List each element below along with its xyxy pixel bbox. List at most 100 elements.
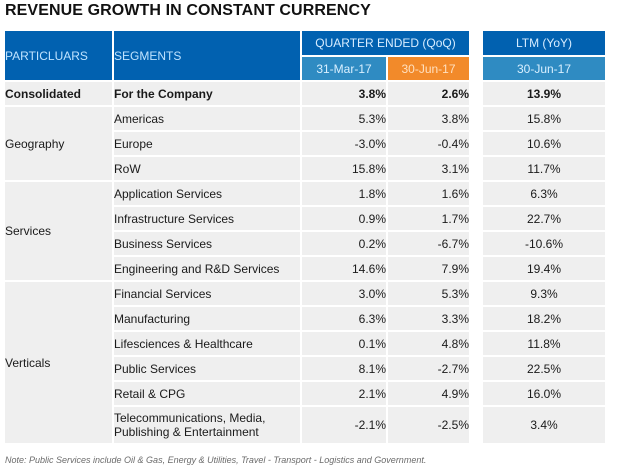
particulars-cell: Consolidated [5, 82, 112, 105]
segment-cell: RoW [114, 157, 300, 180]
q1-value: 15.8% [302, 157, 386, 180]
segment-cell: Telecommunications, Media, Publishing & … [114, 407, 300, 443]
table-row: Engineering and R&D Services 14.6% 7.9% … [5, 257, 605, 280]
q1-value: 0.2% [302, 232, 386, 255]
segment-cell: Lifesciences & Healthcare [114, 332, 300, 355]
table-row: Europe -3.0% -0.4% 10.6% [5, 132, 605, 155]
q1-value: 14.6% [302, 257, 386, 280]
table-row: Manufacturing 6.3% 3.3% 18.2% [5, 307, 605, 330]
ltm-value: 16.0% [483, 382, 605, 405]
segment-cell: Application Services [114, 182, 300, 205]
segment-cell: Manufacturing [114, 307, 300, 330]
q1-value: 2.1% [302, 382, 386, 405]
table-row: Business Services 0.2% -6.7% -10.6% [5, 232, 605, 255]
ltm-value: 13.9% [483, 82, 605, 105]
segment-cell: Retail & CPG [114, 382, 300, 405]
table-row: Lifesciences & Healthcare 0.1% 4.8% 11.8… [5, 332, 605, 355]
column-gap [471, 132, 481, 155]
table-row: Verticals Financial Services 3.0% 5.3% 9… [5, 282, 605, 443]
ltm-value: 11.7% [483, 157, 605, 180]
q2-value: -6.7% [388, 232, 469, 255]
ltm-value: 22.5% [483, 357, 605, 380]
segment-cell: Infrastructure Services [114, 207, 300, 230]
q2-value: 4.9% [388, 382, 469, 405]
q1-value: 1.8% [302, 182, 386, 205]
column-gap [471, 232, 481, 255]
q2-value: 7.9% [388, 257, 469, 280]
column-gap [471, 57, 481, 80]
q2-value: -0.4% [388, 132, 469, 155]
q2-value: 3.3% [388, 307, 469, 330]
q2-value: 4.8% [388, 332, 469, 355]
header-q2-date: 30-Jun-17 [388, 57, 469, 80]
q2-value: 1.7% [388, 207, 469, 230]
q2-value: 2.6% [388, 82, 469, 105]
q1-value: 6.3% [302, 307, 386, 330]
ltm-value: 19.4% [483, 257, 605, 280]
ltm-value: 22.7% [483, 207, 605, 230]
q1-value: 3.8% [302, 82, 386, 105]
column-gap [471, 307, 481, 330]
ltm-value: 3.4% [483, 407, 605, 443]
column-gap [471, 282, 481, 305]
column-gap [471, 182, 481, 205]
column-gap [471, 382, 481, 405]
ltm-value: -10.6% [483, 232, 605, 255]
table-title: REVENUE GROWTH IN CONSTANT CURRENCY [5, 2, 371, 19]
header-particulars: PARTICLUARS [5, 31, 112, 80]
segment-cell: For the Company [114, 82, 300, 105]
q2-value: -2.5% [388, 407, 469, 443]
header-ltm-date: 30-Jun-17 [483, 57, 605, 80]
footnote: Note: Public Services include Oil & Gas,… [5, 455, 427, 465]
table-row: Telecommunications, Media, Publishing & … [5, 407, 605, 443]
header-q1-date: 31-Mar-17 [302, 57, 386, 80]
q1-value: 5.3% [302, 107, 386, 130]
segment-cell: Business Services [114, 232, 300, 255]
column-gap [471, 407, 481, 443]
particulars-cell: Services [5, 182, 112, 280]
ltm-value: 9.3% [483, 282, 605, 305]
header-ltm: LTM (YoY) [483, 31, 605, 55]
q1-value: 0.9% [302, 207, 386, 230]
ltm-value: 6.3% [483, 182, 605, 205]
q2-value: 3.8% [388, 107, 469, 130]
revenue-growth-table: PARTICLUARS SEGMENTS QUARTER ENDED (QoQ)… [3, 29, 607, 445]
column-gap [471, 257, 481, 280]
particulars-cell: Geography [5, 107, 112, 180]
segment-cell: Europe [114, 132, 300, 155]
q2-value: 3.1% [388, 157, 469, 180]
column-gap [471, 357, 481, 380]
table-row: RoW 15.8% 3.1% 11.7% [5, 157, 605, 180]
segment-cell: Engineering and R&D Services [114, 257, 300, 280]
q2-value: 1.6% [388, 182, 469, 205]
table-row: Retail & CPG 2.1% 4.9% 16.0% [5, 382, 605, 405]
column-gap [471, 157, 481, 180]
header-segments: SEGMENTS [114, 31, 300, 80]
ltm-value: 11.8% [483, 332, 605, 355]
header-quarter-ended: QUARTER ENDED (QoQ) [302, 31, 469, 55]
table-row: Services Application Services 1.8% 1.6% … [5, 182, 605, 280]
table-row: Public Services 8.1% -2.7% 22.5% [5, 357, 605, 380]
ltm-value: 15.8% [483, 107, 605, 130]
column-gap [471, 31, 481, 55]
ltm-value: 18.2% [483, 307, 605, 330]
table-row: Geography Americas 5.3% 3.8% 15.8% [5, 107, 605, 180]
q1-value: 0.1% [302, 332, 386, 355]
ltm-value: 10.6% [483, 132, 605, 155]
column-gap [471, 332, 481, 355]
segment-cell: Financial Services [114, 282, 300, 305]
table-row: Infrastructure Services 0.9% 1.7% 22.7% [5, 207, 605, 230]
column-gap [471, 107, 481, 130]
table-row: Consolidated For the Company 3.8% 2.6% 1… [5, 82, 605, 105]
column-gap [471, 82, 481, 105]
segment-cell: Public Services [114, 357, 300, 380]
q1-value: -3.0% [302, 132, 386, 155]
particulars-cell: Verticals [5, 282, 112, 443]
q1-value: -2.1% [302, 407, 386, 443]
q1-value: 8.1% [302, 357, 386, 380]
q2-value: -2.7% [388, 357, 469, 380]
column-gap [471, 207, 481, 230]
q1-value: 3.0% [302, 282, 386, 305]
q2-value: 5.3% [388, 282, 469, 305]
segment-cell: Americas [114, 107, 300, 130]
